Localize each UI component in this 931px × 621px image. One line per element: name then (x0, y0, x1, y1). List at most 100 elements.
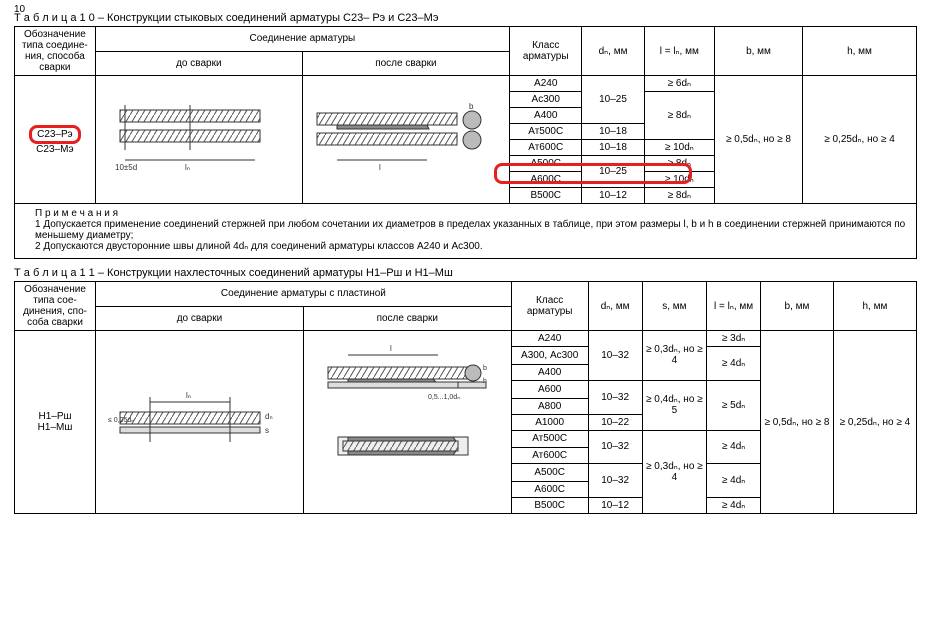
t10-notes: П р и м е ч а н и я 1 Допускается примен… (15, 204, 917, 259)
t11-designation2: Н1–Мш (38, 422, 73, 433)
t11-r8-l: ≥ 4dₙ (707, 464, 761, 498)
table10-title-text: – Конструкции стыковых соединений армату… (98, 12, 439, 24)
t11-h: ≥ 0,25dₙ, но ≥ 4 (833, 331, 916, 514)
t10-r1-class: Ас300 (509, 92, 581, 108)
t10-r4-l: ≥ 10dₙ (644, 140, 714, 156)
t10-h-after: после сварки (302, 51, 509, 76)
t11-r10-dn: 10–12 (588, 498, 642, 514)
t11-r10-l: ≥ 4dₙ (707, 498, 761, 514)
svg-text:lₙ: lₙ (186, 391, 191, 400)
t11-h-l: l = lₙ, мм (707, 282, 761, 331)
rebar-plate-after-icon: l 0,5...1,0dₙ b h (308, 337, 488, 507)
svg-text:dₙ: dₙ (265, 412, 273, 421)
t10-designation-hl: С23–Рэ (29, 125, 80, 144)
t11-h-s: s, мм (642, 282, 706, 331)
t10-r3-class: Ат500С (509, 124, 581, 140)
table10: Обозначение типа соедине-ния, способа св… (14, 26, 917, 259)
t10-r7-class: В500С (509, 188, 581, 204)
t11-r1-l: ≥ 4dₙ (707, 347, 761, 381)
t10-h-l: l = lₙ, мм (644, 27, 714, 76)
t10-r0-l: ≥ 6dₙ (644, 76, 714, 92)
rebar-after-icon: l b (307, 95, 487, 185)
t11-h-class: Класс арматуры (511, 282, 588, 331)
t11-h-connection: Соединение арматуры с пластиной (96, 282, 512, 307)
t11-r2-class: А400 (511, 364, 588, 380)
t10-diagram-before: 10±5d lₙ (95, 76, 302, 204)
table10-title: Т а б л и ц а 1 0 – Конструкции стыковых… (14, 12, 917, 24)
svg-text:lₙ: lₙ (185, 163, 190, 172)
t10-r4-dn: 10–18 (582, 140, 644, 156)
t11-r3-class: А600 (511, 380, 588, 398)
svg-text:l: l (379, 163, 381, 172)
svg-text:b: b (483, 365, 487, 372)
t10-r5-l: ≥ 8dₙ (644, 156, 714, 172)
t11-r6-dn: 10–32 (588, 430, 642, 464)
t10-diagram-after: l b (302, 76, 509, 204)
t11-r3-s: ≥ 0,4dₙ, но ≥ 5 (642, 380, 706, 430)
t11-r1-class: А300, Ас300 (511, 347, 588, 365)
t11-r3-l: ≥ 5dₙ (707, 380, 761, 430)
t10-designation2: С23–Мэ (36, 144, 73, 155)
svg-text:0,5...1,0dₙ: 0,5...1,0dₙ (428, 394, 460, 401)
svg-text:h: h (483, 378, 487, 385)
t11-h-after: после сварки (303, 306, 511, 331)
t11-h-b: b, мм (761, 282, 834, 331)
t10-h-connection: Соединение арматуры (95, 27, 509, 52)
t11-diagram-before: lₙ ≤ 0,05dₙ dₙ s (96, 331, 304, 514)
t11-r0-dn: 10–32 (588, 331, 642, 381)
table11-title-prefix: Т а б л и ц а 1 1 (14, 267, 95, 279)
table10-title-prefix: Т а б л и ц а 1 0 (14, 12, 95, 24)
t10-h-h: h, мм (803, 27, 917, 76)
page-number: 10 (14, 4, 25, 15)
t11-r0-s: ≥ 0,3dₙ, но ≥ 4 (642, 331, 706, 381)
t10-r4-class: Ат600С (509, 140, 581, 156)
t10-h: ≥ 0,25dₙ, но ≥ 4 (803, 76, 917, 204)
t10-r3-dn: 10–18 (582, 124, 644, 140)
t10-r7-l: ≥ 8dₙ (644, 188, 714, 204)
t11-r7-class: Ат600С (511, 448, 588, 464)
t11-r0-class: А240 (511, 331, 588, 347)
t10-r6-class: А600С (509, 172, 581, 188)
table11-title: Т а б л и ц а 1 1 – Конструкции нахлесто… (14, 267, 917, 279)
t10-r0-dn: 10–25 (582, 76, 644, 124)
t11-r6-class: Ат500С (511, 430, 588, 448)
t11-b: ≥ 0,5dₙ, но ≥ 8 (761, 331, 834, 514)
t11-designation1: Н1–Рш (39, 411, 72, 422)
t11-h-dn: dₙ, мм (588, 282, 642, 331)
table10-wrap: Обозначение типа соедине-ния, способа св… (14, 26, 917, 259)
table11: Обозначение типа сое-динения, спо-соба с… (14, 281, 917, 514)
t10-h-designation: Обозначение типа соедине-ния, способа св… (15, 27, 96, 76)
t10-h-b: b, мм (715, 27, 803, 76)
svg-text:s: s (265, 426, 269, 435)
rebar-before-icon: 10±5d lₙ (100, 95, 280, 185)
t11-r3-dn: 10–32 (588, 380, 642, 414)
svg-text:10±5d: 10±5d (115, 163, 137, 172)
t10-r0-class: А240 (509, 76, 581, 92)
t11-designation-cell: Н1–Рш Н1–Мш (15, 331, 96, 514)
t11-r9-class: А600С (511, 482, 588, 498)
t11-r6-s: ≥ 0,3dₙ, но ≥ 4 (642, 430, 706, 514)
t11-r8-class: А500С (511, 464, 588, 482)
t11-r6-l: ≥ 4dₙ (707, 430, 761, 464)
t10-notes-title: П р и м е ч а н и я (35, 208, 118, 219)
rebar-plate-before-icon: lₙ ≤ 0,05dₙ dₙ s (100, 337, 280, 507)
t11-r0-l: ≥ 3dₙ (707, 331, 761, 347)
t10-r2-class: А400 (509, 108, 581, 124)
svg-text:l: l (390, 344, 392, 353)
t10-note1: 1 Допускается применение соединений стер… (35, 219, 905, 241)
t10-r1-l: ≥ 8dₙ (644, 92, 714, 140)
t11-r5-dn: 10–22 (588, 414, 642, 430)
t11-r4-class: А800 (511, 398, 588, 414)
t10-designation-cell: С23–Рэ С23–Мэ (15, 76, 96, 204)
t10-r6-l: ≥ 10dₙ (644, 172, 714, 188)
t11-r5-class: А1000 (511, 414, 588, 430)
t10-h-class: Класс арматуры (509, 27, 581, 76)
t11-h-h: h, мм (833, 282, 916, 331)
t11-r8-dn: 10–32 (588, 464, 642, 498)
t11-diagram-after: l 0,5...1,0dₙ b h (303, 331, 511, 514)
t10-note2: 2 Допускаются двусторонние швы длиной 4d… (35, 241, 483, 252)
t10-r5-dn: 10–25 (582, 156, 644, 188)
svg-text:≤ 0,05dₙ: ≤ 0,05dₙ (108, 417, 134, 424)
table11-title-text: – Конструкции нахлесточных соединений ар… (98, 267, 453, 279)
t11-h-before: до сварки (96, 306, 304, 331)
